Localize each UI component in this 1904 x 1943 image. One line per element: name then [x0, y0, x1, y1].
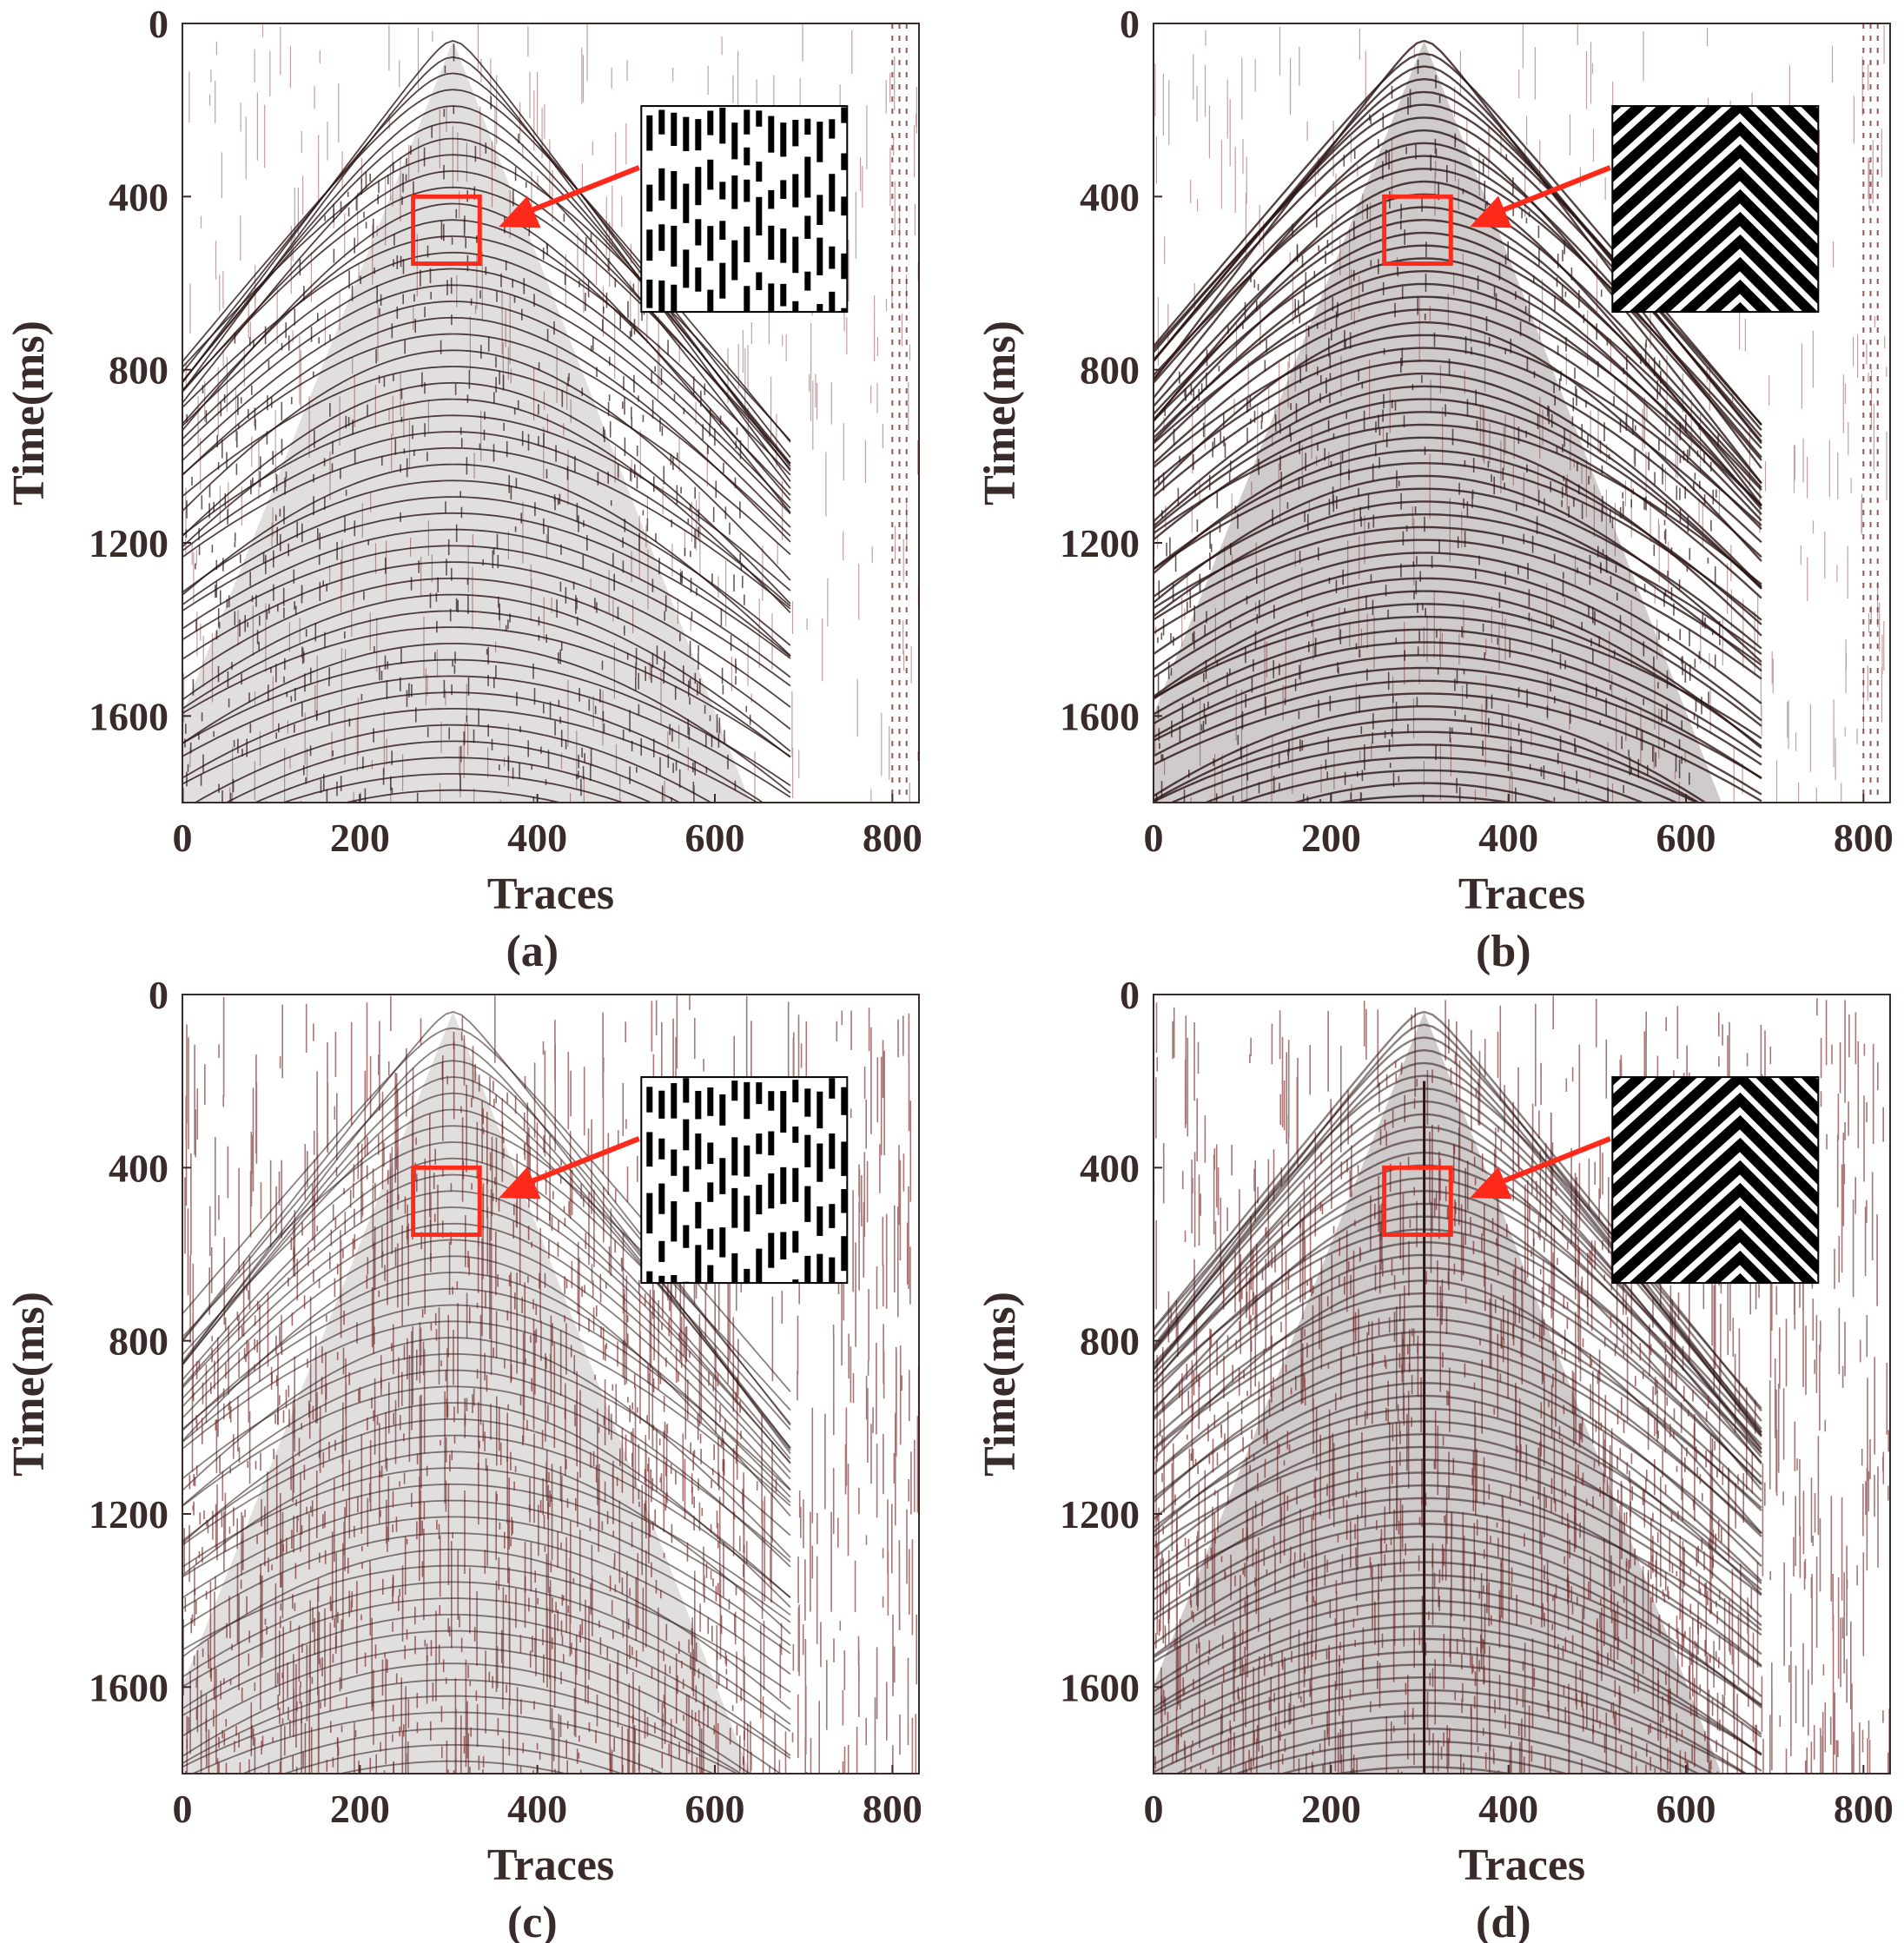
zoom-inset — [640, 105, 849, 314]
x-axis-title: Traces — [487, 869, 614, 919]
panel-caption: (b) — [1476, 927, 1531, 976]
panel-caption: (c) — [507, 1898, 558, 1943]
x-tick-label: 600 — [1656, 816, 1716, 860]
x-tick-label: 200 — [1301, 816, 1361, 860]
wavefield-cone — [182, 1011, 750, 1774]
wavefield-texture — [1154, 1054, 1722, 1774]
y-tick-label: 1600 — [89, 694, 169, 738]
zoom-box — [1382, 194, 1453, 267]
seismic-events — [1154, 1010, 1762, 1774]
x-tick-label: 200 — [330, 1787, 390, 1831]
y-tick-label: 0 — [149, 973, 169, 1017]
y-axis-title: Time(ms) — [975, 321, 1025, 506]
y-tick-label: 0 — [1120, 2, 1140, 46]
y-axis-title: Time(ms) — [975, 1292, 1025, 1477]
y-tick-label: 1200 — [1060, 1492, 1140, 1537]
plot-frame — [1153, 23, 1891, 803]
y-tick-label: 400 — [1080, 1146, 1140, 1190]
x-axis-title: Traces — [487, 1841, 614, 1890]
edge-traces — [1862, 23, 1879, 803]
panel-c: 0 200 400 600 800 0 400 800 1200 1600 Traces Time(m… — [4, 973, 922, 1943]
y-tick-label: 400 — [1080, 175, 1140, 219]
y-tick-label: 800 — [1080, 348, 1140, 393]
x-tick-label: 600 — [685, 816, 745, 860]
seismic-events — [1154, 39, 1762, 803]
x-tick-label: 400 — [507, 1787, 567, 1831]
x-tick-label: 800 — [863, 816, 922, 860]
panel-caption: (a) — [506, 927, 559, 976]
x-tick-label: 0 — [173, 1787, 193, 1831]
x-tick-label: 400 — [507, 816, 567, 860]
x-tick-label: 0 — [173, 816, 193, 860]
edge-traces — [891, 23, 908, 803]
seismic-section — [1154, 23, 1890, 803]
plot-frame — [182, 23, 920, 803]
x-tick-label: 600 — [685, 1787, 745, 1831]
seismic-section — [1154, 995, 1890, 1774]
y-tick-label: 400 — [109, 175, 169, 219]
x-tick-label: 0 — [1144, 816, 1164, 860]
plot-frame — [1153, 994, 1891, 1774]
zoom-inset — [1611, 105, 1820, 314]
x-tick-label: 800 — [863, 1787, 922, 1831]
y-tick-label: 0 — [149, 2, 169, 46]
x-tick-label: 400 — [1478, 1787, 1538, 1831]
panel-b: 0 200 400 600 800 0 400 800 1200 1600 Traces Time(m… — [975, 2, 1894, 976]
plot-frame — [182, 994, 920, 1774]
y-tick-label: 1600 — [1060, 1665, 1140, 1709]
arrow-icon — [1470, 165, 1611, 228]
x-tick-label: 600 — [1656, 1787, 1716, 1831]
wavefield-cone — [1154, 1011, 1722, 1774]
y-axis-title: Time(ms) — [4, 321, 54, 506]
x-tick-label: 0 — [1144, 1787, 1164, 1831]
zoom-box — [411, 1165, 482, 1238]
y-tick-label: 800 — [109, 1319, 169, 1364]
zoom-inset — [640, 1076, 849, 1285]
x-tick-label: 200 — [330, 816, 390, 860]
zoom-box — [411, 194, 482, 267]
wavefield-texture — [1154, 59, 1721, 803]
x-tick-label: 800 — [1834, 816, 1894, 860]
wavefield-texture — [182, 1031, 745, 1774]
y-tick-label: 0 — [1120, 973, 1140, 1017]
y-tick-label: 800 — [109, 348, 169, 393]
x-tick-label: 400 — [1478, 816, 1538, 860]
y-tick-label: 1200 — [89, 1492, 169, 1537]
arrow-icon — [499, 165, 640, 228]
wavefield-cone — [182, 40, 750, 803]
y-tick-label: 800 — [1080, 1319, 1140, 1364]
y-tick-label: 400 — [109, 1146, 169, 1190]
panel-caption: (d) — [1476, 1898, 1531, 1943]
x-axis-title: Traces — [1458, 1841, 1585, 1890]
seismic-events — [182, 40, 791, 803]
wavefield-cone — [1154, 40, 1722, 803]
x-tick-label: 800 — [1834, 1787, 1894, 1831]
y-tick-label: 1600 — [89, 1665, 169, 1709]
seismic-events — [182, 1011, 791, 1774]
panel-d: 0 200 400 600 800 0 400 800 1200 1600 Traces Time(m… — [975, 973, 1894, 1943]
arrow-icon — [499, 1136, 640, 1200]
panel-a: 0 200 400 600 800 0 400 800 1200 1600 Traces Time(m… — [4, 2, 922, 976]
arrow-icon — [1470, 1136, 1611, 1200]
x-tick-label: 200 — [1301, 1787, 1361, 1831]
y-axis-title: Time(ms) — [4, 1292, 54, 1477]
zoom-box — [1382, 1165, 1453, 1238]
x-axis-title: Traces — [1458, 869, 1585, 919]
zoom-inset — [1611, 1076, 1820, 1285]
y-tick-label: 1200 — [89, 521, 169, 565]
y-tick-label: 1600 — [1060, 694, 1140, 738]
y-tick-label: 1200 — [1060, 521, 1140, 565]
